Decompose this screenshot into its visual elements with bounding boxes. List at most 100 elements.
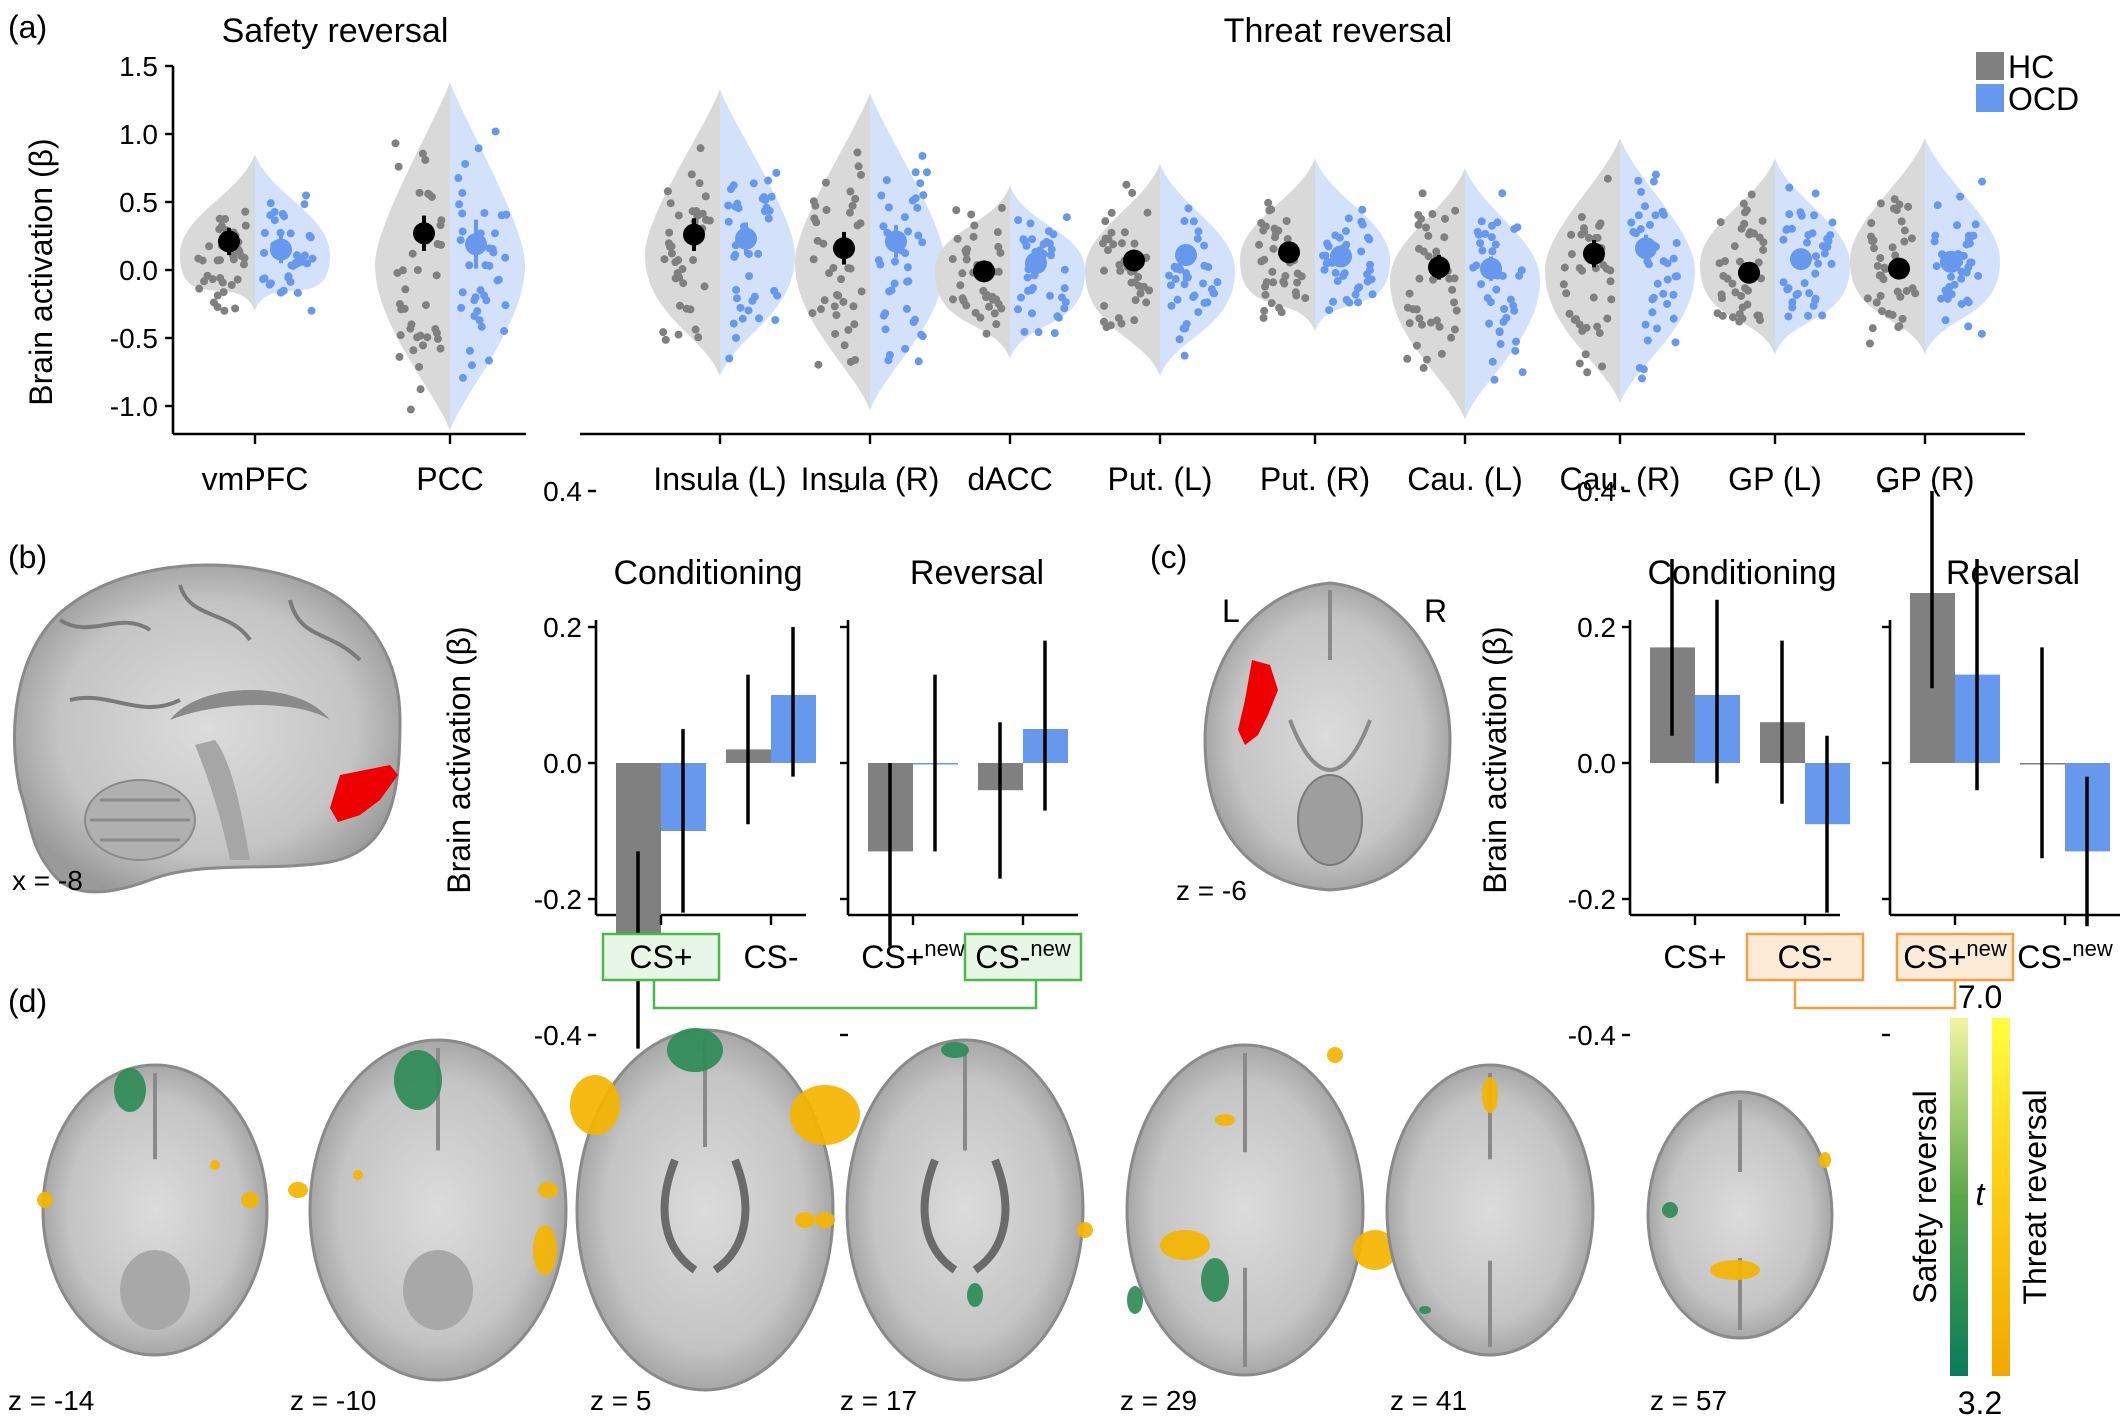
slice-brain (1646, 1090, 1834, 1340)
threat-cluster (1710, 1260, 1760, 1280)
dot-ocd (1974, 271, 1983, 280)
dot-hc (1130, 278, 1139, 287)
dot-ocd (1648, 308, 1657, 317)
dot-hc (227, 281, 236, 290)
dot-ocd (773, 291, 782, 300)
dot-hc (1415, 274, 1424, 283)
bar-x-label-sup: new (2072, 936, 2112, 961)
violin-ocd-body (720, 89, 795, 377)
bar-x-label: CS+ (601, 932, 721, 982)
dot-ocd (1793, 289, 1802, 298)
dot-ocd (1062, 213, 1071, 222)
colorbar-threat (1992, 1018, 2010, 1376)
dot-hc (1271, 228, 1280, 237)
dot-ocd (913, 203, 922, 212)
dot-hc (1259, 313, 1268, 322)
hc-mean (1738, 261, 1760, 284)
dot-hc (1731, 288, 1740, 297)
dot-ocd (881, 325, 890, 334)
dot-ocd (726, 185, 735, 194)
ocd-mean (1790, 248, 1812, 271)
panel-c-rev-title: Reversal (1946, 554, 2080, 592)
dot-ocd (903, 263, 912, 272)
dot-hc (1268, 267, 1277, 276)
hc-mean (218, 230, 240, 253)
dot-hc (229, 251, 238, 260)
dot-hc (1739, 199, 1748, 208)
dot-hc (674, 330, 683, 339)
bar-y-tick-label: 0.2 (1577, 612, 1616, 643)
dot-ocd (1506, 295, 1515, 304)
dot-ocd (1649, 177, 1658, 186)
dot-hc (997, 304, 1006, 313)
dot-ocd (1496, 340, 1505, 349)
dot-hc (1584, 233, 1593, 242)
dot-ocd (1490, 375, 1499, 384)
dot-hc (1747, 190, 1756, 199)
hc-mean (833, 237, 855, 260)
dot-hc (1890, 195, 1899, 204)
dot-hc (821, 178, 830, 187)
dot-hc (1877, 271, 1886, 280)
dot-hc (1293, 278, 1302, 287)
bar-y-tick-label: 0.0 (1577, 748, 1616, 779)
colorbar-safety-label: Safety reversal (1907, 1090, 1943, 1303)
dot-ocd (1477, 280, 1486, 289)
dot-ocd (1651, 211, 1660, 220)
dot-ocd (1631, 229, 1640, 238)
y-tick-label-a: 0.5 (119, 187, 158, 218)
dot-hc (969, 232, 978, 241)
safety-cluster (941, 1042, 969, 1058)
dot-ocd (1956, 192, 1965, 201)
dot-hc (825, 269, 834, 278)
dot-ocd (484, 356, 493, 365)
dot-ocd (1473, 227, 1482, 236)
dot-hc (1716, 218, 1725, 227)
dot-ocd (882, 176, 891, 185)
dot-hc (401, 285, 410, 294)
bar-y-tick-label: -0.2 (534, 884, 582, 915)
panel-a-label: (a) (8, 9, 47, 45)
threat-cluster (288, 1182, 308, 1198)
dot-hc (691, 325, 700, 334)
dot-ocd (265, 280, 274, 289)
dot-hc (1603, 174, 1612, 183)
panel-c-ylabel: Brain activation (β) (1477, 626, 1513, 893)
dot-ocd (475, 316, 484, 325)
dot-ocd (1485, 319, 1494, 328)
dot-ocd (922, 168, 931, 177)
dot-hc (1876, 253, 1885, 262)
x-tick-label-a: Put. (R) (1260, 461, 1370, 497)
dot-ocd (744, 306, 753, 315)
dot-hc (1279, 277, 1288, 286)
dot-ocd (1784, 312, 1793, 321)
bar-x-label-base: CS+ (861, 939, 924, 975)
dot-ocd (1800, 279, 1809, 288)
threat-cluster (210, 1160, 220, 1170)
bar-y-tick-label: 0.4 (1577, 476, 1616, 507)
axial-slice-4: z = 29 (1120, 1043, 1397, 1416)
dot-hc (1451, 206, 1460, 215)
dot-hc (996, 248, 1005, 257)
threat-cluster (1160, 1230, 1210, 1260)
dot-hc (666, 199, 675, 208)
dot-hc (958, 294, 967, 303)
dot-ocd (1019, 235, 1028, 244)
bar-x-label: CS-new (2017, 936, 2113, 975)
dot-hc (1283, 234, 1292, 243)
violin-8 (1545, 138, 1695, 404)
dot-ocd (1814, 259, 1823, 268)
dot-ocd (733, 199, 742, 208)
dot-hc (679, 279, 688, 288)
dot-hc (1101, 217, 1110, 226)
dot-hc (418, 341, 427, 350)
dot-hc (437, 240, 446, 249)
dot-hc (398, 266, 407, 275)
dot-ocd (1026, 219, 1035, 228)
svg-text:CS+new: CS+new (1903, 936, 2007, 975)
dot-ocd (1014, 305, 1023, 314)
dot-ocd (501, 253, 510, 262)
highlight-box (963, 932, 1083, 982)
dot-ocd (260, 229, 269, 238)
dot-hc (1142, 298, 1151, 307)
